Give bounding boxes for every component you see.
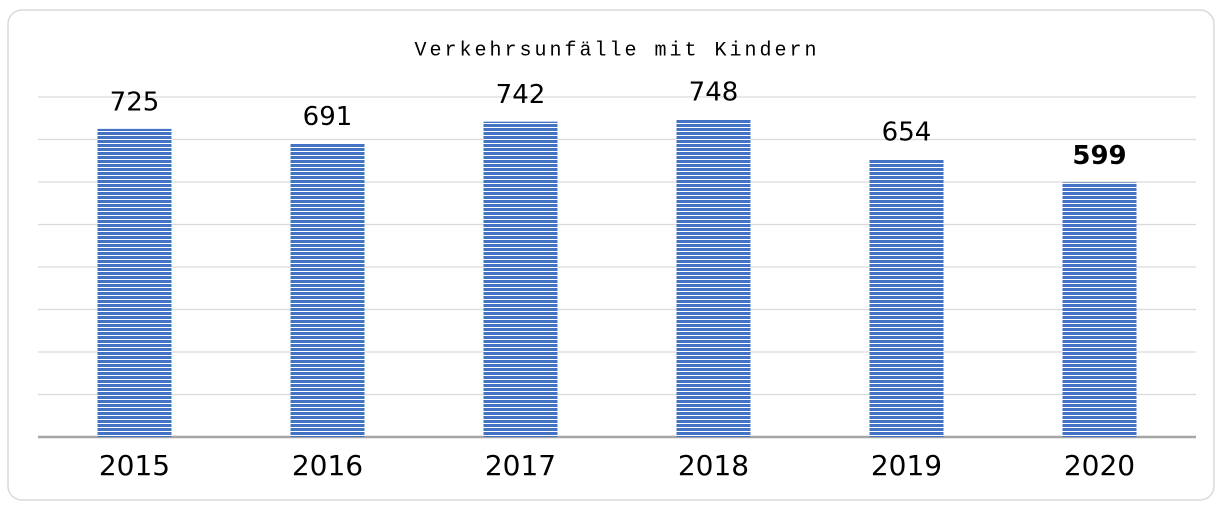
bar	[483, 121, 558, 438]
value-label: 725	[110, 87, 160, 117]
bar	[97, 128, 172, 437]
value-label: 654	[882, 118, 932, 148]
value-label: 691	[303, 102, 353, 132]
value-label: 742	[496, 80, 546, 110]
bar	[869, 159, 944, 438]
bar	[290, 143, 365, 437]
x-tick-label: 2017	[485, 449, 556, 482]
x-tick-label: 2019	[871, 449, 942, 482]
x-tick-label: 2015	[99, 449, 170, 482]
bar	[676, 119, 751, 437]
chart-border	[7, 9, 1215, 501]
x-tick-label: 2016	[292, 449, 363, 482]
x-tick-label: 2018	[678, 449, 749, 482]
value-label: 599	[1072, 141, 1126, 171]
chart-title: Verkehrsunfälle mit Kindern	[414, 39, 819, 62]
value-label: 748	[689, 78, 739, 108]
bar	[1062, 182, 1137, 437]
x-tick-label: 2020	[1064, 449, 1135, 482]
